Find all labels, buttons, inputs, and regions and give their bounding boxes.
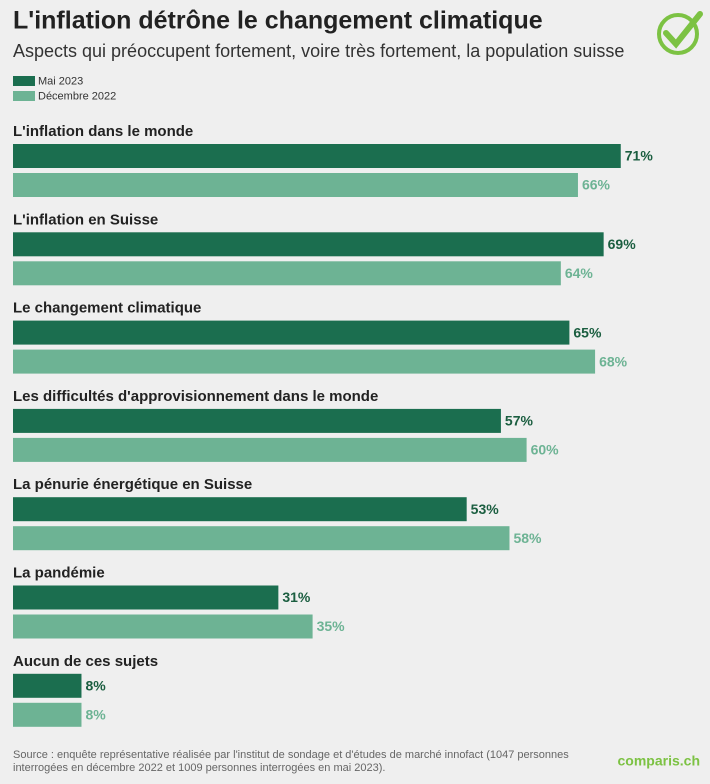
bar [13, 232, 604, 257]
category-label: L'inflation dans le monde [13, 123, 193, 140]
category-label: Les difficultés d'approvisionnement dans… [13, 388, 378, 405]
value-label: 58% [513, 530, 542, 546]
value-label: 53% [471, 501, 500, 517]
check-icon [657, 11, 703, 55]
value-label: 71% [625, 148, 654, 164]
category-label: La pandémie [13, 564, 105, 581]
bar [13, 497, 467, 522]
bar [13, 585, 279, 610]
value-label: 65% [573, 324, 602, 340]
value-label: 66% [582, 177, 611, 193]
value-label: 64% [565, 265, 594, 281]
category-label: L'inflation en Suisse [13, 211, 158, 228]
logo: comparis.ch [618, 753, 700, 769]
bar [13, 349, 596, 374]
bar [13, 173, 578, 197]
bar [13, 673, 82, 698]
value-label: 8% [85, 678, 106, 694]
value-label: 35% [317, 618, 346, 634]
legend-swatch [13, 76, 35, 86]
bar [13, 408, 501, 433]
value-label: 60% [531, 442, 560, 458]
chart-subtitle: Aspects qui préoccupent fortement, voire… [13, 41, 624, 61]
category-label: Aucun de ces sujets [13, 653, 158, 670]
chart-title: L'inflation détrône le changement climat… [13, 7, 543, 35]
value-label: 57% [505, 413, 534, 429]
source-note: Source : enquête représentative réalisée… [13, 749, 569, 774]
legend-label: Décembre 2022 [38, 90, 116, 102]
bar [13, 144, 621, 168]
bar [13, 437, 527, 462]
category-label: La pénurie énergétique en Suisse [13, 476, 252, 493]
bar [13, 614, 313, 639]
value-label: 8% [85, 707, 106, 723]
bar [13, 320, 570, 345]
value-label: 69% [608, 236, 637, 252]
bar [13, 702, 82, 727]
legend-label: Mai 2023 [38, 75, 83, 87]
bar [13, 526, 510, 551]
value-label: 68% [599, 353, 628, 369]
legend-swatch [13, 91, 35, 101]
bar [13, 261, 561, 286]
value-label: 31% [282, 589, 311, 605]
category-label: Le changement climatique [13, 300, 201, 317]
